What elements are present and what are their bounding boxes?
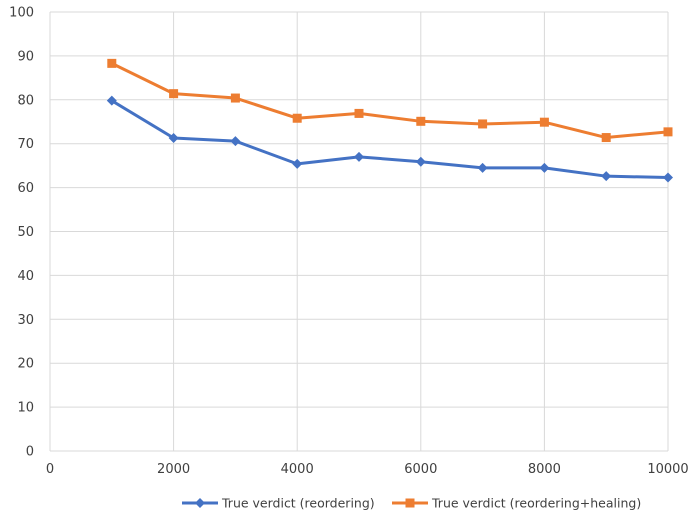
data-point xyxy=(415,156,426,167)
y-tick-label: 0 xyxy=(26,445,34,460)
x-tick-label: 10000 xyxy=(647,462,688,477)
x-tick-label: 6000 xyxy=(404,462,437,477)
data-point xyxy=(354,151,364,162)
y-tick-label: 40 xyxy=(17,269,34,284)
data-point xyxy=(601,133,611,143)
legend-label: True verdict (reordering) xyxy=(221,496,375,511)
y-tick-label: 20 xyxy=(17,357,34,372)
data-point xyxy=(477,162,488,173)
data-point xyxy=(416,116,426,126)
data-point xyxy=(663,172,673,183)
data-point xyxy=(539,117,549,127)
legend-entry: True verdict (reordering+healing) xyxy=(392,496,641,511)
x-tick-label: 8000 xyxy=(528,462,561,477)
data-point xyxy=(663,127,673,137)
legend-label: True verdict (reordering+healing) xyxy=(431,496,641,511)
y-axis-tick-labels: 0 10 20 30 40 50 60 70 80 90 100 xyxy=(9,6,34,460)
series-2 xyxy=(107,58,673,143)
legend-entry: True verdict (reordering) xyxy=(182,496,375,511)
y-tick-label: 100 xyxy=(9,6,34,21)
series-1 xyxy=(106,95,673,183)
y-tick-label: 90 xyxy=(17,49,34,64)
data-point xyxy=(169,89,179,99)
x-tick-label: 2000 xyxy=(157,462,190,477)
y-tick-label: 70 xyxy=(17,137,34,152)
data-point xyxy=(292,158,303,169)
y-tick-label: 10 xyxy=(17,401,34,416)
data-point xyxy=(539,162,550,173)
series-line xyxy=(111,99,669,180)
data-series xyxy=(106,58,673,183)
data-point xyxy=(478,119,488,129)
y-tick-label: 80 xyxy=(17,93,34,108)
data-point xyxy=(107,58,117,68)
data-point xyxy=(230,136,241,147)
data-point xyxy=(354,108,364,118)
data-point xyxy=(168,132,179,143)
gridlines xyxy=(49,11,669,452)
y-tick-label: 50 xyxy=(17,225,34,240)
series-line xyxy=(111,62,669,140)
x-axis-tick-labels: 0 2000 4000 6000 8000 10000 xyxy=(46,462,689,477)
x-tick-label: 0 xyxy=(46,462,54,477)
data-point xyxy=(601,171,612,182)
legend-swatch-marker xyxy=(405,498,415,508)
y-tick-label: 60 xyxy=(17,181,34,196)
data-point xyxy=(106,95,117,106)
legend: True verdict (reordering) True verdict (r… xyxy=(182,496,641,511)
data-point xyxy=(292,113,302,123)
data-point xyxy=(230,93,240,103)
y-tick-label: 30 xyxy=(17,313,34,328)
x-tick-label: 4000 xyxy=(281,462,314,477)
legend-swatch-marker xyxy=(195,498,205,508)
